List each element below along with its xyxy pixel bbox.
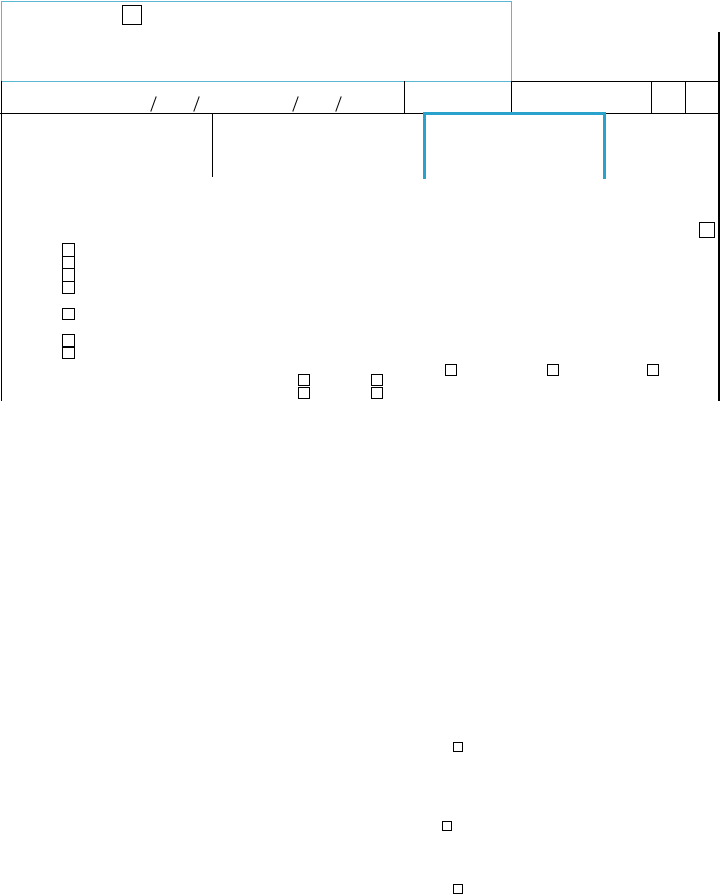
checkbox[interactable]: [62, 243, 75, 257]
checkbox[interactable]: [62, 268, 75, 282]
checkbox[interactable]: [62, 281, 75, 294]
field-divider: [511, 81, 512, 113]
header-box: [1, 1, 512, 82]
checkbox[interactable]: [442, 821, 452, 831]
checkbox[interactable]: [547, 364, 559, 376]
checkbox[interactable]: [298, 387, 310, 399]
checkbox[interactable]: [453, 884, 463, 894]
field-divider: [404, 81, 405, 113]
section-divider: [212, 113, 213, 177]
checkbox[interactable]: [699, 222, 715, 238]
checkbox[interactable]: [371, 387, 383, 399]
field-divider: [685, 81, 686, 113]
field-divider: [651, 81, 652, 113]
row-divider: [512, 81, 719, 82]
checkbox[interactable]: [647, 364, 659, 376]
checkbox[interactable]: [62, 347, 75, 359]
date-separator: [292, 96, 299, 112]
checkbox[interactable]: [371, 374, 383, 386]
checkbox[interactable]: [62, 308, 75, 320]
row-divider: [0, 113, 720, 114]
date-separator: [193, 96, 200, 112]
right-border: [718, 32, 720, 401]
field-divider: [1, 81, 2, 401]
highlight-bracket: [423, 112, 606, 179]
checkbox[interactable]: [62, 334, 75, 347]
checkbox[interactable]: [298, 374, 310, 386]
checkbox[interactable]: [445, 364, 457, 376]
date-separator: [150, 96, 157, 112]
header-checkbox[interactable]: [122, 5, 142, 25]
date-separator: [335, 96, 342, 112]
checkbox[interactable]: [453, 742, 463, 752]
